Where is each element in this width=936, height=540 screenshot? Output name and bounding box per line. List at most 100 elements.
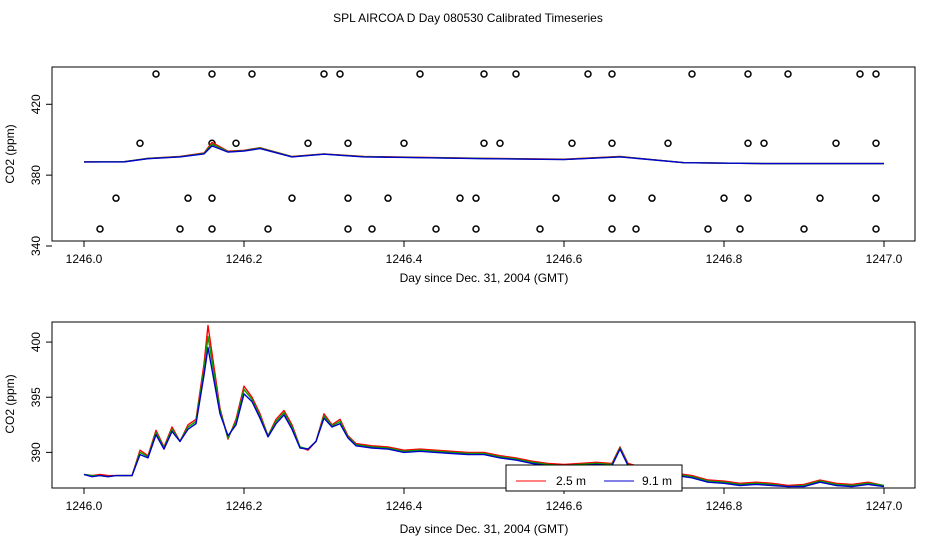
flag-marker bbox=[872, 225, 880, 233]
flag-marker bbox=[720, 194, 728, 202]
flag-marker bbox=[608, 70, 616, 78]
bot-y-tick-label: 400 bbox=[29, 332, 43, 352]
top-y-axis: 340 380 420 bbox=[29, 94, 52, 256]
flag-marker bbox=[336, 70, 344, 78]
flag-marker bbox=[760, 139, 768, 148]
flag-marker bbox=[384, 194, 392, 202]
flag-marker bbox=[432, 225, 440, 233]
flag-marker bbox=[736, 225, 744, 233]
flag-marker bbox=[512, 70, 520, 78]
top-x-axis-label: Day since Dec. 31, 2004 (GMT) bbox=[400, 271, 569, 285]
flag-marker bbox=[112, 194, 120, 202]
flag-marker bbox=[368, 225, 376, 233]
flag-marker bbox=[96, 225, 104, 233]
flag-marker bbox=[744, 194, 752, 202]
flag-marker bbox=[816, 194, 824, 202]
flag-marker bbox=[400, 139, 408, 148]
flag-marker bbox=[664, 139, 672, 148]
flag-marker bbox=[568, 139, 576, 148]
top-y-tick-label: 420 bbox=[29, 94, 43, 114]
top-x-tick-label: 1246.2 bbox=[226, 252, 263, 266]
flag-marker bbox=[480, 70, 488, 78]
top-panel: 1246.0 1246.2 1246.4 1246.6 1246.8 1247.0 340… bbox=[3, 66, 916, 285]
top-y-tick-label: 380 bbox=[29, 165, 43, 185]
bottom-y-axis-label: CO2 (ppm) bbox=[3, 374, 17, 433]
flag-marker bbox=[584, 70, 592, 78]
series-line-9.1m bbox=[84, 145, 884, 165]
bottom-panel: 1246.0 1246.2 1246.4 1246.6 1246.8 1247.0 390… bbox=[3, 321, 916, 536]
flag-marker bbox=[344, 225, 352, 233]
flag-marker bbox=[744, 70, 752, 78]
bottom-series bbox=[83, 324, 885, 488]
bot-x-tick-label: 1246.2 bbox=[226, 499, 263, 513]
flag-marker bbox=[208, 194, 216, 202]
flag-marker bbox=[136, 139, 144, 148]
flag-marker bbox=[872, 139, 880, 148]
flag-marker bbox=[416, 70, 424, 78]
series-line-2.5m bbox=[83, 324, 885, 487]
bot-y-tick-label: 390 bbox=[29, 442, 43, 462]
flag-marker bbox=[608, 225, 616, 233]
flag-marker bbox=[704, 225, 712, 233]
bot-x-tick-label: 1246.8 bbox=[706, 499, 743, 513]
flag-marker bbox=[152, 70, 160, 78]
flag-marker bbox=[304, 139, 312, 148]
legend: 2.5 m 9.1 m bbox=[505, 464, 683, 492]
flag-marker bbox=[744, 139, 752, 148]
flag-marker bbox=[472, 194, 480, 202]
flag-marker bbox=[536, 225, 544, 233]
legend-label-9.1m: 9.1 m bbox=[642, 474, 672, 488]
flag-marker bbox=[632, 225, 640, 233]
flag-marker bbox=[608, 194, 616, 202]
flag-marker bbox=[208, 225, 216, 233]
top-x-tick-label: 1246.6 bbox=[546, 252, 583, 266]
top-markers bbox=[96, 70, 880, 233]
flag-marker bbox=[872, 194, 880, 202]
legend-box bbox=[505, 464, 683, 492]
bottom-x-axis-label: Day since Dec. 31, 2004 (GMT) bbox=[400, 522, 569, 536]
bottom-plot-frame bbox=[51, 321, 916, 489]
flag-marker bbox=[608, 139, 616, 148]
flag-marker bbox=[176, 225, 184, 233]
top-x-tick-label: 1247.0 bbox=[866, 252, 903, 266]
bot-x-tick-label: 1246.6 bbox=[546, 499, 583, 513]
flag-marker bbox=[264, 225, 272, 233]
bot-x-tick-label: 1246.0 bbox=[66, 499, 103, 513]
flag-marker bbox=[648, 194, 656, 202]
flag-marker bbox=[688, 70, 696, 78]
figure-title: SPL AIRCOA D Day 080530 Calibrated Times… bbox=[333, 11, 603, 25]
flag-marker bbox=[288, 194, 296, 202]
bot-y-tick-label: 395 bbox=[29, 387, 43, 407]
bot-x-tick-label: 1246.4 bbox=[386, 499, 423, 513]
bottom-x-axis: 1246.0 1246.2 1246.4 1246.6 1246.8 1247.0 bbox=[66, 488, 903, 513]
flag-marker bbox=[856, 70, 864, 78]
top-x-tick-label: 1246.4 bbox=[386, 252, 423, 266]
top-x-tick-label: 1246.0 bbox=[66, 252, 103, 266]
flag-marker bbox=[184, 194, 192, 202]
bottom-y-axis: 390 395 400 bbox=[29, 332, 52, 462]
top-series bbox=[83, 141, 884, 165]
flag-marker bbox=[320, 70, 328, 78]
top-plot-frame bbox=[51, 66, 916, 242]
flag-marker bbox=[496, 139, 504, 148]
flag-marker bbox=[784, 70, 792, 78]
flag-marker bbox=[832, 139, 840, 148]
flag-marker bbox=[800, 225, 808, 233]
flag-marker bbox=[208, 70, 216, 78]
flag-marker bbox=[552, 194, 560, 202]
top-y-axis-label: CO2 (ppm) bbox=[3, 124, 17, 183]
flag-marker bbox=[232, 139, 240, 148]
flag-marker bbox=[472, 225, 480, 233]
flag-marker bbox=[344, 194, 352, 202]
flag-marker bbox=[480, 139, 488, 148]
legend-label-2.5m: 2.5 m bbox=[556, 474, 586, 488]
top-x-tick-label: 1246.8 bbox=[706, 252, 743, 266]
flag-marker bbox=[456, 194, 464, 202]
top-y-tick-label: 340 bbox=[29, 236, 43, 256]
series-line-9.1m bbox=[83, 346, 885, 488]
bot-x-tick-label: 1247.0 bbox=[866, 499, 903, 513]
flag-marker bbox=[248, 70, 256, 78]
flag-marker bbox=[344, 139, 352, 148]
flag-marker bbox=[872, 70, 880, 78]
